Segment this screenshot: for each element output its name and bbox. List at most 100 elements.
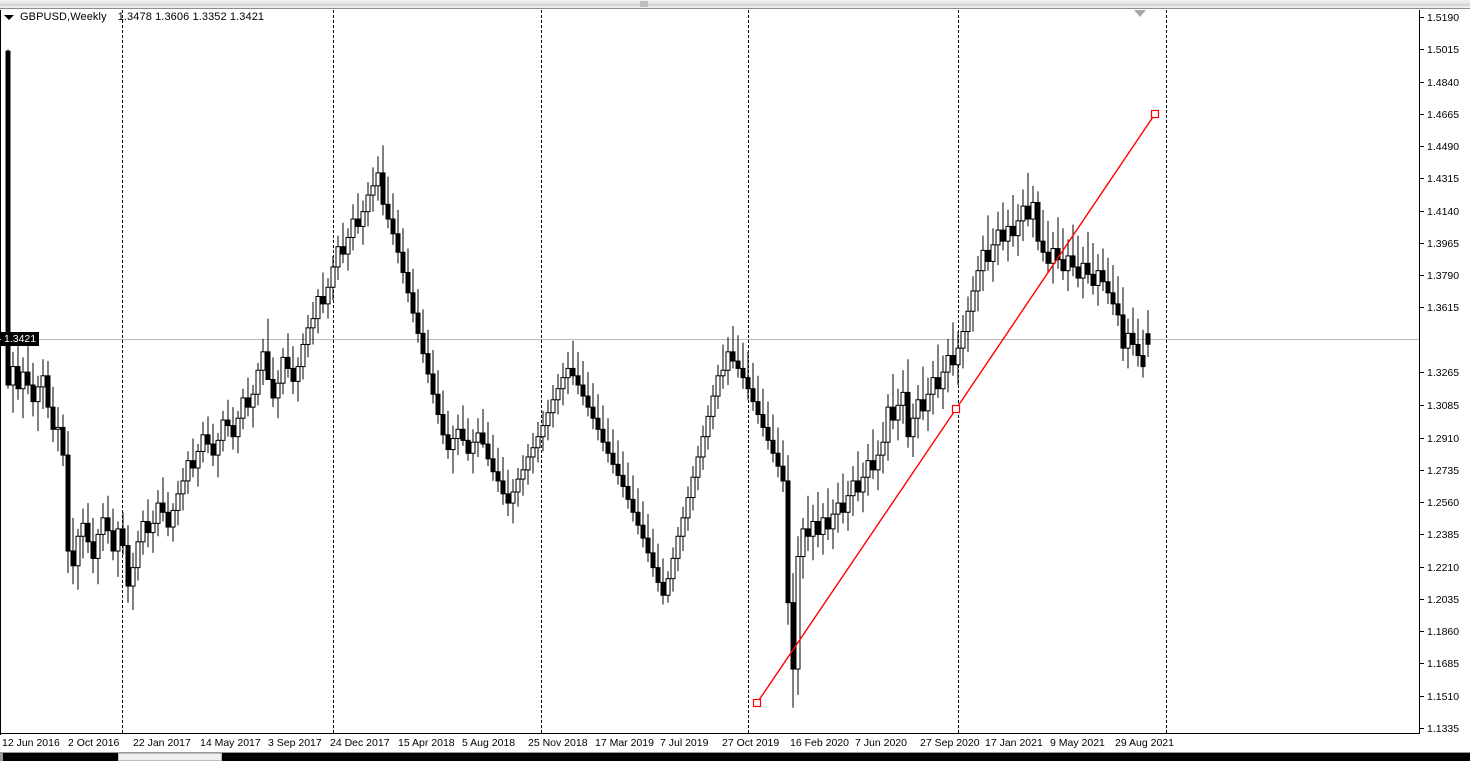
candlestick-bar: [130, 552, 136, 611]
candlestick-bar: [510, 479, 516, 524]
triangle-down-icon[interactable]: [1134, 10, 1146, 17]
price-tick-label: 1.3790: [1427, 270, 1460, 283]
candlestick-bar: [350, 204, 356, 251]
price-tick-label: 1.4140: [1427, 205, 1460, 218]
price-tick: 1.4490: [1420, 141, 1470, 153]
candlestick-bar: [1110, 265, 1116, 315]
symbol-title: GBPUSD,Weekly: [20, 11, 107, 23]
scrollbar-thumb[interactable]: [118, 753, 222, 761]
candlestick-bar: [170, 503, 176, 542]
candlestick-bar: [185, 451, 191, 494]
candlestick-bar: [355, 193, 361, 234]
candlestick-bar: [680, 506, 686, 552]
price-tick-label: 1.2910: [1427, 432, 1460, 445]
candlestick-bar: [260, 338, 266, 386]
candlestick-bar: [330, 255, 336, 301]
candlestick-bar: [430, 349, 436, 404]
candlestick-bar: [470, 429, 476, 474]
candlestick-bar: [295, 357, 301, 402]
candlestick-bar: [270, 357, 276, 408]
candlestick-bar: [495, 447, 501, 492]
candlestick-bar: [545, 399, 551, 441]
price-tick-label: 1.4315: [1427, 173, 1460, 186]
price-tick-label: 1.2210: [1427, 561, 1460, 574]
tick-mark: [1420, 663, 1424, 665]
scrollbar-left-cap[interactable]: [0, 753, 3, 761]
candlestick-bar: [290, 346, 296, 395]
candlestick-bar: [80, 508, 86, 559]
candlestick-bar: [1090, 243, 1096, 295]
candlestick-bar: [620, 451, 626, 498]
candlestick-bar: [300, 333, 306, 380]
tick-mark: [1420, 469, 1424, 471]
date-tick-label: 2 Oct 2016: [68, 737, 120, 749]
date-tick-label: 3 Sep 2017: [268, 737, 322, 749]
tick-mark: [1420, 534, 1424, 536]
price-tick: 1.3615: [1420, 302, 1470, 314]
candlestick-bar: [435, 370, 441, 424]
candlestick-bar: [650, 528, 656, 577]
chart-plot-area[interactable]: [0, 10, 1420, 734]
date-tick-label: 29 Aug 2021: [1115, 737, 1174, 749]
candlestick-bar: [70, 517, 76, 585]
candlestick-bar: [340, 222, 346, 264]
candlestick-bar: [900, 370, 906, 424]
candlestick-bar: [915, 385, 921, 439]
date-tick-label: 17 Jan 2021: [985, 737, 1043, 749]
scrollbar-segment[interactable]: [222, 753, 1470, 761]
candlestick-bar: [1125, 318, 1131, 369]
candlestick-bar: [585, 372, 591, 417]
candlestick-bar: [790, 573, 796, 708]
candlestick-bar: [860, 462, 866, 513]
price-tick-label: 1.2035: [1427, 593, 1460, 606]
candlestick-bar: [395, 209, 401, 264]
candlestick-bar: [800, 517, 806, 579]
candlestick-bar: [895, 388, 901, 441]
candlestick-bar: [1000, 202, 1006, 251]
candlestick-bar: [475, 418, 481, 457]
price-tick-label: 1.3615: [1427, 302, 1460, 315]
tick-mark: [1420, 695, 1424, 697]
candlestick-bar: [675, 527, 681, 572]
candlestick-bar: [720, 344, 726, 389]
tick-mark: [1420, 631, 1424, 633]
candlestick-bar: [205, 416, 211, 454]
candlestick-bar: [155, 490, 161, 537]
candlestick-bar: [420, 309, 426, 363]
price-tick: 1.4840: [1420, 77, 1470, 89]
candlestick-bar: [150, 510, 156, 553]
candlestick-bar: [175, 480, 181, 526]
price-tick-label: 1.2735: [1427, 464, 1460, 477]
chevron-down-icon[interactable]: [4, 14, 14, 20]
candlestick-bar: [1120, 287, 1126, 362]
candlestick-bar: [780, 440, 786, 492]
price-tick: 1.2385: [1420, 529, 1470, 541]
chart-horizontal-scrollbar[interactable]: [0, 752, 1470, 761]
candlestick-bar: [335, 235, 341, 280]
candlestick-bar: [540, 410, 546, 452]
candlestick-bar: [865, 444, 871, 496]
date-axis[interactable]: 12 Jun 2016 2 Oct 2016 22 Jan 2017 14 May 2…: [0, 735, 1420, 752]
candlestick-bar: [345, 228, 351, 271]
tick-mark: [1420, 113, 1424, 115]
candlestick-bar: [715, 364, 721, 410]
top-scroll-thumb[interactable]: [640, 1, 648, 7]
candlestick-bar: [920, 366, 926, 421]
scrollbar-track[interactable]: [0, 753, 1470, 761]
candlestick-bar: [195, 444, 201, 487]
candlestick-bar: [550, 385, 556, 428]
candlestick-bar: [840, 473, 846, 524]
candlestick-bar: [670, 547, 676, 592]
candlestick-bar: [200, 421, 206, 463]
date-tick-label: 27 Oct 2019: [722, 737, 780, 749]
tick-mark: [1420, 598, 1424, 600]
candlestick-bar: [625, 462, 631, 509]
scrollbar-segment[interactable]: [3, 753, 118, 761]
price-axis[interactable]: 1.5190 1.5015 1.4840 1.4665 1.4490 1.4315 1.41…: [1420, 10, 1470, 735]
candlestick-bar: [695, 445, 701, 491]
candlestick-bar: [995, 211, 1001, 266]
candlestick-bar: [1025, 172, 1031, 227]
candlestick-bar: [705, 405, 711, 450]
candlestick-bar: [1135, 318, 1141, 367]
